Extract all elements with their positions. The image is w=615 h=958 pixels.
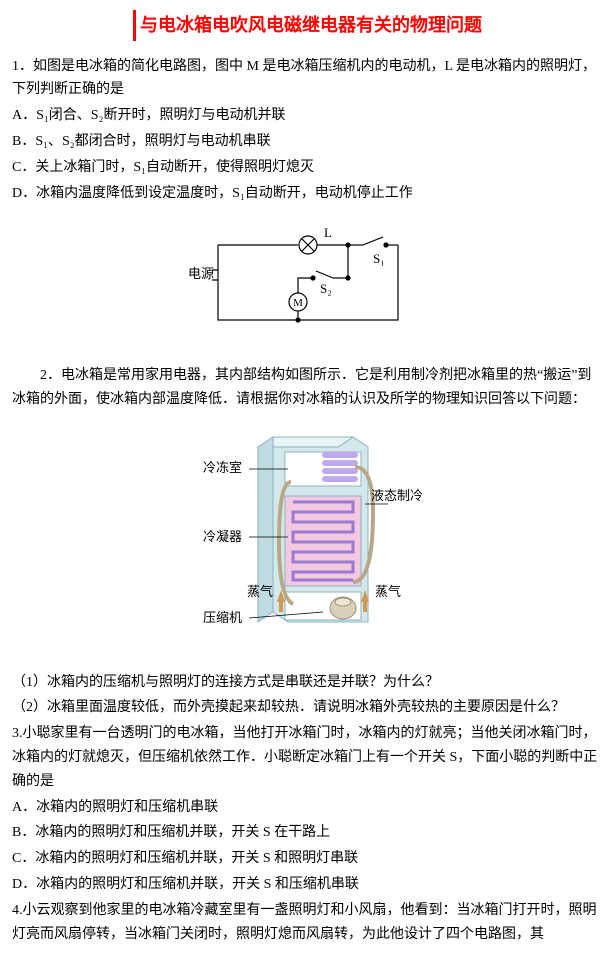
label-L: L	[324, 225, 332, 240]
q2-sub1: （1）冰箱内的压缩机与照明灯的连接方式是串联还是并联？为什么？	[12, 671, 603, 695]
q3-option-c: C．冰箱内的照明灯和压缩机并联，开关 S 和照明灯串联	[12, 847, 603, 871]
q3-stem: 3.小聪家里有一台透明门的电冰箱，当他打开冰箱门时，冰箱内的灯就亮；当他关闭冰箱…	[12, 722, 603, 793]
label-steam-r: 蒸气	[375, 584, 401, 599]
label-compressor: 压缩机	[203, 610, 242, 625]
fridge-diagram-wrap: 冷冻室 液态制冷剂 冷凝器 蒸气 蒸气 压缩机	[12, 422, 603, 661]
fridge-diagram: 冷冻室 液态制冷剂 冷凝器 蒸气 蒸气 压缩机	[193, 422, 423, 652]
q4-stem: 4.小云观察到他家里的电冰箱冷藏室里有一盏照明灯和小风扇，他看到：当冰箱门打开时…	[12, 899, 603, 947]
circuit-diagram-wrap: L M S₂ S₁ 电源	[12, 215, 603, 354]
label-S1: S₁	[373, 251, 385, 266]
circuit-diagram: L M S₂ S₁ 电源	[188, 215, 428, 345]
q1-option-c: C．关上冰箱门时，S₁自动断开，使得照明灯熄灭	[12, 156, 603, 180]
label-power: 电源	[188, 266, 214, 281]
q1-option-b: B．S₁、S₂都闭合时，照明灯与电动机串联	[12, 130, 603, 154]
q1-stem: 1．如图是电冰箱的简化电路图，图中 M 是电冰箱压缩机内的电动机，L 是电冰箱内…	[12, 55, 603, 103]
page-title: 与电冰箱电吹风电磁继电器有关的物理问题	[133, 10, 482, 41]
q3-option-b: B．冰箱内的照明灯和压缩机并联，开关 S 在干路上	[12, 821, 603, 845]
q1-option-a: A．S₁闭合、S₂断开时，照明灯与电动机并联	[12, 104, 603, 128]
q2-sub2: （2）冰箱里面温度较低，而外壳摸起来却较热．请说明冰箱外壳较热的主要原因是什么？	[12, 696, 603, 720]
label-S2: S₂	[320, 281, 332, 296]
q3-option-a: A．冰箱内的照明灯和压缩机串联	[12, 796, 603, 820]
label-condenser: 冷凝器	[203, 529, 242, 544]
label-M: M	[293, 297, 303, 309]
q1-option-d: D．冰箱内温度降低到设定温度时，S₁自动断开，电动机停止工作	[12, 182, 603, 206]
label-steam-l: 蒸气	[247, 584, 273, 599]
q3-option-d: D．冰箱内的照明灯和压缩机并联，开关 S 和压缩机串联	[12, 873, 603, 897]
label-freezer: 冷冻室	[203, 460, 242, 475]
q2-stem: 2．电冰箱是常用家用电器，其内部结构如图所示．它是利用制冷剂把冰箱里的热“搬运”…	[12, 364, 603, 412]
label-refrigerant: 液态制冷剂	[371, 488, 423, 503]
